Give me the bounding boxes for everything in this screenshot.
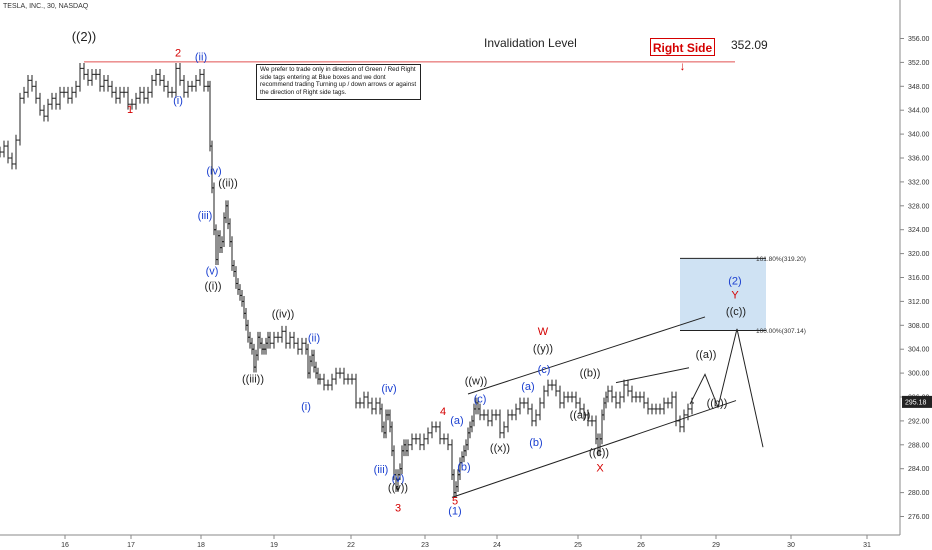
y-tick-label: 332.00	[908, 179, 930, 186]
y-tick-label: 356.00	[908, 36, 930, 43]
fib-upper-label: 161.80%(319.20)	[756, 256, 806, 263]
x-tick-label: 26	[637, 542, 645, 549]
y-tick-label: 308.00	[908, 323, 930, 330]
wave-label: (a)	[450, 415, 463, 427]
y-tick-label: 300.00	[908, 371, 930, 378]
price-axis[interactable]: 276.00280.00284.00288.00292.00296.00300.…	[900, 36, 932, 521]
wave-label: (ii)	[195, 52, 207, 64]
wave-label: (c)	[538, 364, 551, 376]
trend-line	[467, 316, 706, 395]
wave-label: (2)	[728, 276, 741, 288]
fib-lower-label: 100.00%(307.14)	[756, 328, 806, 335]
trading-note: We prefer to trade only in direction of …	[256, 64, 421, 100]
wave-label: ((ii))	[218, 178, 238, 190]
wave-label: W	[538, 326, 549, 338]
x-tick-label: 31	[863, 542, 871, 549]
x-tick-label: 29	[712, 542, 720, 549]
y-tick-label: 344.00	[908, 108, 930, 115]
wave-label: (i)	[173, 95, 183, 107]
fib-target-box: 161.80%(319.20) 100.00%(307.14)	[680, 256, 806, 335]
y-tick-label: 336.00	[908, 156, 930, 163]
wave-label: ((b))	[707, 398, 728, 410]
projection-path	[689, 328, 764, 448]
wave-label: (a)	[521, 381, 534, 393]
y-tick-label: 340.00	[908, 132, 930, 139]
wave-label: (iii)	[374, 464, 389, 476]
trend-line	[615, 367, 690, 384]
wave-label: (v)	[392, 473, 405, 485]
x-tick-label: 18	[197, 542, 205, 549]
down-arrow-icon: ↓	[679, 59, 686, 73]
x-tick-label: 25	[574, 542, 582, 549]
wave-label: (v)	[206, 266, 219, 278]
wave-label: (iii)	[198, 210, 213, 222]
fib-box-fill	[680, 258, 766, 331]
wave-label: ((x))	[490, 442, 510, 454]
x-tick-label: 17	[127, 542, 135, 549]
wave-label: ((i))	[204, 280, 221, 292]
y-tick-label: 280.00	[908, 490, 930, 497]
y-tick-label: 304.00	[908, 347, 930, 354]
y-tick-label: 324.00	[908, 227, 930, 234]
y-tick-label: 312.00	[908, 299, 930, 306]
y-tick-label: 316.00	[908, 275, 930, 282]
wave-label: (b)	[457, 461, 470, 473]
trend-channel	[451, 316, 737, 498]
y-tick-label: 292.00	[908, 418, 930, 425]
wave-label: (b)	[529, 437, 542, 449]
right-side-label: Right Side	[652, 41, 713, 55]
y-tick-label: 276.00	[908, 514, 930, 521]
wave-label: ((a))	[696, 349, 717, 361]
wave-label: (1)	[448, 506, 461, 518]
grid	[0, 0, 901, 536]
y-tick-label: 348.00	[908, 84, 930, 91]
wave-label: ((iv))	[272, 309, 295, 321]
y-tick-label: 284.00	[908, 466, 930, 473]
wave-label: (i)	[301, 401, 311, 413]
wave-label: ((c))	[589, 447, 609, 459]
wave-label: 4	[440, 406, 446, 418]
right-side-tag: Right Side ↓	[650, 38, 715, 73]
projection-line	[689, 328, 764, 448]
y-tick-label: 352.00	[908, 60, 930, 67]
wave-label: 2	[175, 47, 181, 59]
wave-label: 5	[452, 496, 458, 508]
invalidation-price: 352.09	[731, 38, 768, 52]
wave-label: (iv)	[381, 383, 396, 395]
wave-label: 1	[127, 104, 133, 116]
wave-label: ((w))	[465, 375, 488, 387]
last-price-label: 295.18	[905, 399, 927, 406]
wave-label: ((y))	[533, 343, 553, 355]
wave-label: (ii)	[308, 332, 320, 344]
wave-label: X	[596, 463, 604, 475]
wave-label: ((a))	[570, 410, 591, 422]
wave-label: ((2))	[72, 29, 97, 44]
wave-label: 3	[395, 503, 401, 515]
wave-label: Y	[731, 289, 739, 301]
x-tick-label: 30	[787, 542, 795, 549]
wave-label: (c)	[474, 393, 487, 405]
time-axis[interactable]: 16 17 18 19 22 23 24 25 26 29 30 31	[61, 535, 871, 549]
x-tick-label: 16	[61, 542, 69, 549]
y-tick-label: 320.00	[908, 251, 930, 258]
wave-label: ((b))	[580, 368, 601, 380]
wave-label: (iv)	[206, 166, 221, 178]
y-tick-label: 328.00	[908, 203, 930, 210]
x-tick-label: 24	[493, 542, 501, 549]
symbol-title: TESLA, INC., 30, NASDAQ	[3, 3, 89, 10]
wave-label: ((c))	[726, 306, 746, 318]
trend-line	[451, 400, 737, 498]
y-tick-label: 288.00	[908, 442, 930, 449]
price-bars	[0, 62, 694, 498]
last-price-badge	[902, 395, 932, 408]
x-tick-label: 22	[347, 542, 355, 549]
x-tick-label: 19	[270, 542, 278, 549]
invalidation-label: Invalidation Level	[484, 36, 577, 50]
wave-label: ((iii))	[242, 374, 264, 386]
wave-label: ((v))	[388, 482, 408, 494]
x-tick-label: 23	[421, 542, 429, 549]
wave-labels: ((2))2 (ii)1(i)(iv)((ii))(iii)(v)((i))((i…	[72, 29, 746, 518]
